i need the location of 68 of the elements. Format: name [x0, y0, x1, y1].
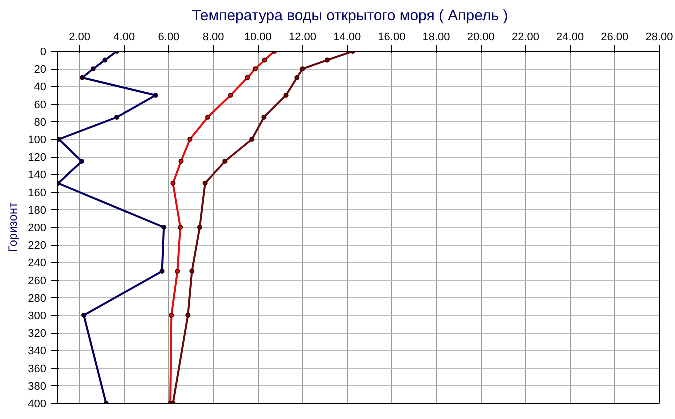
x-tick-label: 18.00 — [422, 32, 450, 44]
y-tick-label: 360 — [28, 363, 47, 376]
y-tick-label: 320 — [28, 328, 47, 340]
point — [160, 269, 165, 274]
x-tick-label: 6.00 — [158, 32, 180, 44]
point — [153, 93, 158, 98]
y-tick-label: 0 — [40, 46, 47, 58]
x-tick-label: 20.00 — [467, 32, 495, 44]
point — [188, 137, 193, 142]
y-tick-label: 60 — [34, 99, 47, 112]
point — [300, 66, 306, 72]
y-tick-label: 180 — [28, 204, 47, 217]
point — [80, 75, 85, 80]
point — [228, 93, 234, 98]
point — [252, 66, 258, 72]
point — [294, 75, 300, 80]
point — [202, 181, 208, 186]
point — [169, 313, 174, 318]
point — [178, 225, 184, 230]
y-tick-label: 80 — [34, 116, 47, 129]
y-tick-label: 380 — [28, 380, 47, 393]
y-tick-label: 100 — [28, 134, 47, 146]
point — [222, 159, 228, 164]
y-tick-label: 200 — [28, 222, 47, 234]
y-tick-label: 260 — [28, 275, 47, 288]
y-axis-title: Горизонт — [6, 202, 20, 252]
y-tick-label: 300 — [28, 310, 47, 322]
point — [186, 313, 191, 318]
point — [262, 58, 268, 63]
y-tick-label: 160 — [28, 187, 47, 200]
point — [175, 269, 180, 274]
y-tick-label: 240 — [28, 258, 47, 270]
y-tick-label: 220 — [28, 240, 47, 252]
y-tick-label: 120 — [28, 152, 47, 164]
point — [190, 269, 195, 274]
point — [250, 137, 255, 142]
point — [170, 181, 176, 186]
x-tick-label: 4.00 — [114, 32, 136, 44]
y-tick-label: 400 — [28, 398, 47, 410]
point — [82, 313, 87, 318]
y-tick-label: 280 — [28, 292, 47, 305]
y-tick-label: 40 — [34, 82, 47, 94]
x-tick-label: 24.00 — [556, 32, 584, 44]
y-tick-label: 140 — [28, 170, 47, 182]
x-tick-label: 14.00 — [334, 32, 362, 44]
x-tick-label: 12.00 — [288, 32, 317, 44]
x-tick-label: 2.00 — [69, 32, 91, 44]
chart-title: Температура воды открытого моря ( Апрель ) — [192, 8, 508, 24]
point — [284, 93, 289, 98]
point — [245, 75, 250, 80]
point — [178, 159, 184, 164]
x-tick-label: 10.00 — [244, 32, 272, 44]
x-tick-label: 28.00 — [646, 32, 674, 44]
point — [102, 58, 108, 63]
point — [197, 225, 202, 230]
point — [325, 58, 330, 63]
x-tick-label: 22.00 — [512, 32, 540, 44]
point — [162, 225, 167, 230]
point — [90, 66, 96, 72]
y-tick-label: 20 — [34, 64, 47, 76]
point — [262, 115, 267, 120]
point — [80, 159, 85, 164]
x-tick-label: 26.00 — [601, 32, 629, 44]
x-tick-label: 16.00 — [378, 32, 406, 44]
point — [206, 115, 210, 120]
point — [114, 115, 120, 120]
x-tick-label: 8.00 — [202, 32, 224, 44]
y-tick-label: 340 — [28, 346, 47, 358]
